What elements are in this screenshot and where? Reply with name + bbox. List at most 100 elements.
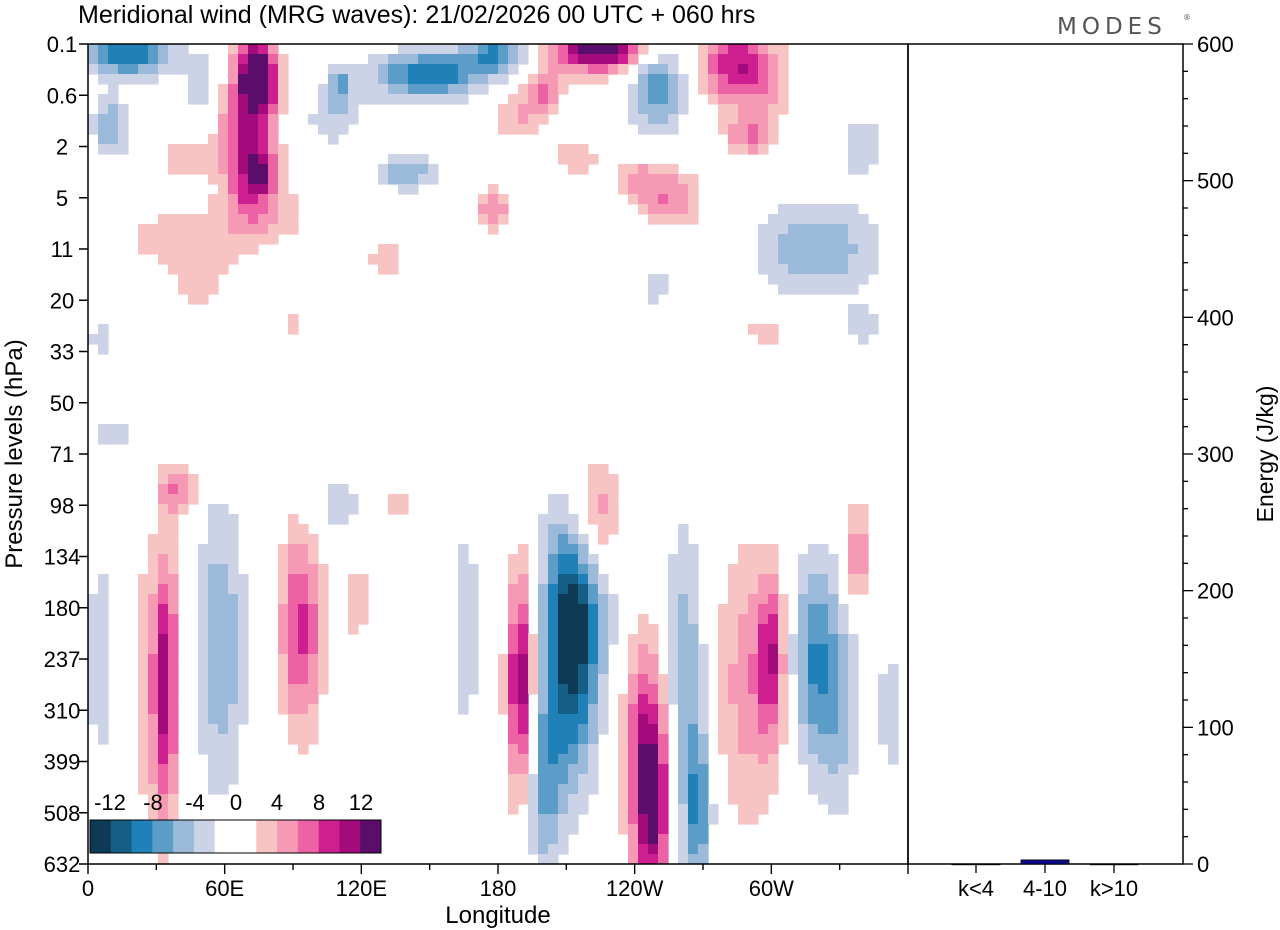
- heatmap-cell: [228, 154, 239, 165]
- heatmap-cell: [388, 174, 399, 185]
- heatmap-cell: [578, 664, 589, 675]
- heatmap-cell: [658, 774, 669, 785]
- heatmap-cell: [488, 54, 499, 65]
- heatmap-cell: [418, 54, 429, 65]
- heatmap-cell: [178, 504, 189, 515]
- heatmap-cell: [738, 554, 749, 565]
- heatmap-cell: [398, 94, 409, 105]
- heatmap-cell: [778, 264, 789, 275]
- heatmap-cell: [678, 744, 689, 755]
- heatmap-cell: [158, 584, 169, 595]
- heatmap-cell: [778, 234, 789, 245]
- heatmap-cell: [638, 694, 649, 705]
- heatmap-cell: [198, 704, 209, 715]
- heatmap-cell: [688, 204, 699, 215]
- heatmap-cell: [798, 554, 809, 565]
- heatmap-cell: [458, 594, 469, 605]
- heatmap-cell: [738, 544, 749, 555]
- heatmap-cell: [98, 734, 109, 745]
- heatmap-cell: [288, 674, 299, 685]
- heatmap-cell: [838, 244, 849, 255]
- heatmap-cell: [778, 634, 789, 645]
- heatmap-cell: [798, 674, 809, 685]
- heatmap-cell: [308, 584, 319, 595]
- heatmap-cell: [568, 64, 579, 75]
- heatmap-cell: [558, 154, 569, 165]
- heatmap-cell: [748, 774, 759, 785]
- heatmap-cell: [388, 264, 399, 275]
- heatmap-cell: [158, 814, 169, 825]
- heatmap-cell: [518, 654, 529, 665]
- heatmap-cell: [288, 594, 299, 605]
- heatmap-cell: [388, 254, 399, 265]
- heatmap-cell: [228, 694, 239, 705]
- heatmap-cell: [538, 114, 549, 125]
- heatmap-cell: [768, 64, 779, 75]
- heatmap-cell: [648, 194, 659, 205]
- heatmap-cell: [398, 64, 409, 75]
- heatmap-cell: [668, 114, 679, 125]
- heatmap-cell: [808, 664, 819, 675]
- heatmap-cell: [148, 624, 159, 635]
- heatmap-cell: [748, 54, 759, 65]
- heatmap-cell: [678, 174, 689, 185]
- heatmap-cell: [738, 754, 749, 765]
- heatmap-cell: [758, 704, 769, 715]
- heatmap-cell: [178, 244, 189, 255]
- heatmap-cell: [588, 54, 599, 65]
- heatmap-cell: [588, 74, 599, 85]
- heatmap-cell: [338, 94, 349, 105]
- heatmap-cell: [538, 654, 549, 665]
- heatmap-cell: [358, 74, 369, 85]
- heatmap-cell: [308, 574, 319, 585]
- heatmap-cell: [308, 114, 319, 125]
- heatmap-cell: [568, 604, 579, 615]
- colorbar-swatch: [277, 820, 299, 853]
- heatmap-cell: [578, 144, 589, 155]
- heatmap-cell: [648, 844, 659, 855]
- heatmap-cell: [848, 144, 859, 155]
- heatmap-cell: [258, 184, 269, 195]
- heatmap-cell: [678, 554, 689, 565]
- heatmap-cell: [508, 704, 519, 715]
- heatmap-cell: [698, 854, 709, 864]
- heatmap-cell: [688, 754, 699, 765]
- heatmap-cell: [138, 744, 149, 755]
- heatmap-cell: [658, 784, 669, 795]
- heatmap-cell: [268, 154, 279, 165]
- heatmap-cell: [678, 754, 689, 765]
- heatmap-cell: [508, 584, 519, 595]
- pressure-axis: 0.10.62511203350719813418023731039950863…: [44, 32, 88, 877]
- heatmap-cell: [788, 664, 799, 675]
- heatmap-cell: [658, 824, 669, 835]
- heatmap-cell: [768, 714, 779, 725]
- heatmap-cell: [528, 654, 539, 665]
- heatmap-cell: [158, 534, 169, 545]
- heatmap-cell: [98, 694, 109, 705]
- heatmap-cell: [298, 714, 309, 725]
- heatmap-cell: [678, 724, 689, 735]
- heatmap-cell: [278, 544, 289, 555]
- heatmap-cell: [858, 164, 869, 175]
- heatmap-cell: [298, 554, 309, 565]
- heatmap-cell: [508, 634, 519, 645]
- heatmap-cell: [368, 94, 379, 105]
- heatmap-cell: [588, 584, 599, 595]
- heatmap-cell: [808, 274, 819, 285]
- heatmap-cell: [868, 154, 879, 165]
- heatmap-cell: [398, 44, 409, 55]
- heatmap-cell: [218, 254, 229, 265]
- heatmap-cell: [358, 584, 369, 595]
- heatmap-cell: [188, 144, 199, 155]
- heatmap-cell: [768, 544, 779, 555]
- heatmap-cell: [688, 654, 699, 665]
- heatmap-cell: [838, 254, 849, 265]
- heatmap-cell: [238, 584, 249, 595]
- heatmap-cell: [118, 114, 129, 125]
- heatmap-cell: [758, 94, 769, 105]
- heatmap-cell: [148, 544, 159, 555]
- heatmap-cell: [598, 514, 609, 525]
- heatmap-cell: [668, 574, 679, 585]
- heatmap-cell: [348, 494, 359, 505]
- heatmap-cell: [798, 224, 809, 235]
